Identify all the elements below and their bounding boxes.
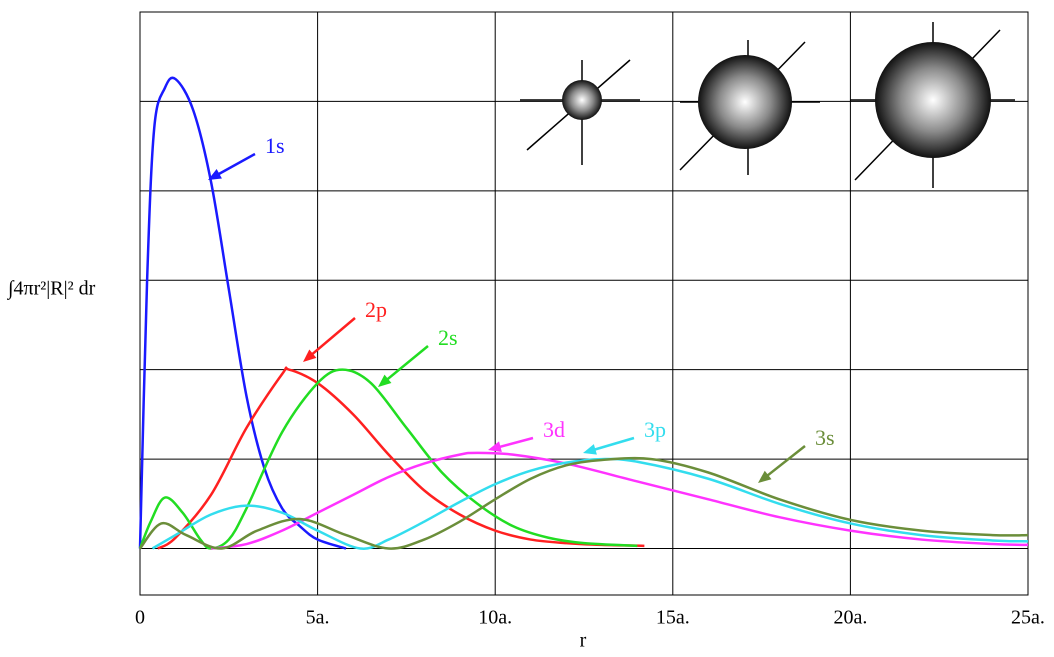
series-label: 1s	[265, 133, 285, 158]
annotation-arrow	[214, 152, 256, 178]
x-axis-label: r	[580, 630, 587, 652]
annotation-arrowhead	[378, 374, 392, 387]
series-label: 3s	[815, 425, 835, 450]
annotation-arrow	[383, 345, 429, 383]
line-series	[210, 451, 1029, 550]
line-series	[151, 457, 1029, 550]
annotation-arrowhead	[488, 441, 502, 452]
annotation-arrow	[590, 436, 635, 452]
line-series	[139, 456, 1029, 550]
line-series	[138, 76, 347, 550]
annotation-arrowhead	[758, 470, 772, 483]
x-tick-label: 15a.	[656, 607, 690, 629]
annotation-arrow	[763, 445, 806, 480]
annotation-arrow	[495, 436, 534, 450]
series-label: 3p	[644, 417, 666, 442]
line-series	[138, 368, 638, 550]
line-series	[157, 366, 645, 550]
annotation-arrowhead	[208, 168, 222, 180]
x-tick-label: 20a.	[833, 607, 867, 629]
x-tick-label: 25a.	[1011, 607, 1045, 629]
annotation-arrowhead	[583, 444, 597, 455]
annotation-arrowhead	[303, 349, 317, 362]
orbital-sphere	[520, 22, 1015, 188]
x-tick-label: 5a.	[306, 607, 330, 629]
series-label: 2p	[365, 297, 387, 322]
series-label: 2s	[438, 325, 458, 350]
annotation-arrow	[308, 317, 356, 358]
x-tick-label: 0	[135, 607, 145, 629]
y-axis-label: ∫4πr²|R|² dr	[6, 278, 96, 301]
plot-area: 0 5a. 10a. 15a. 20a. 25a. 1s 2p 2s 3d 3p 3s	[135, 11, 1045, 629]
series-label: 3d	[543, 417, 565, 442]
x-tick-label: 10a.	[478, 607, 512, 629]
